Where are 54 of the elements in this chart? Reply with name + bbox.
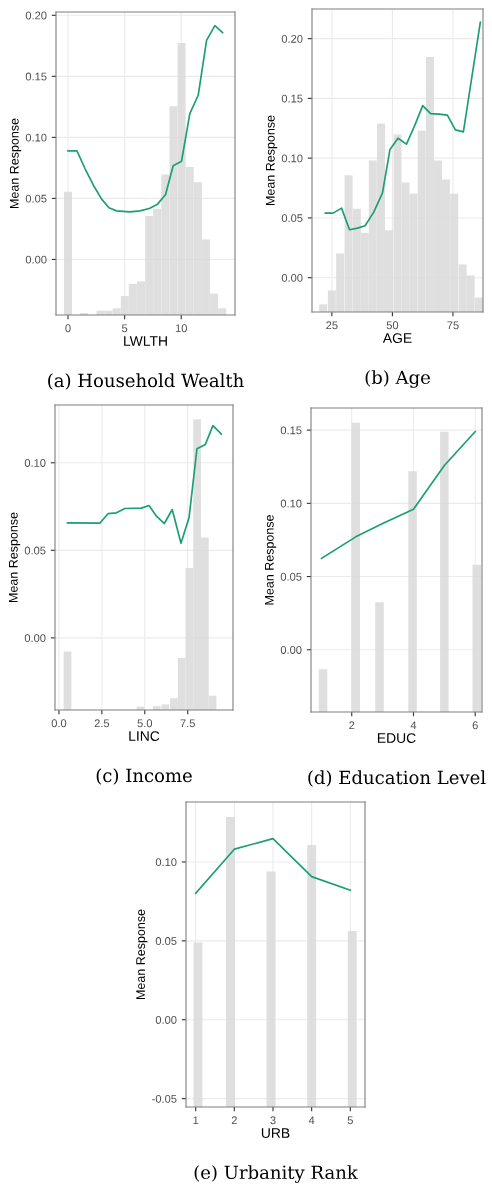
x-tick-label: 1 bbox=[193, 1116, 199, 1125]
y-tick-label: 0.20 bbox=[25, 11, 47, 20]
y-tick-label: 0.15 bbox=[281, 94, 303, 103]
x-tick-label: 0.0 bbox=[51, 719, 67, 728]
x-tick-label: 5.0 bbox=[137, 719, 153, 728]
y-axis-title: Mean Response bbox=[136, 909, 148, 999]
x-tick-label: 5 bbox=[347, 1116, 353, 1125]
x-tick-label: 5 bbox=[121, 324, 128, 333]
y-axis-title: Mean Response bbox=[264, 515, 277, 605]
y-tick-label: 0.00 bbox=[25, 255, 47, 264]
y-tick-label: 0.10 bbox=[281, 154, 303, 163]
x-tick-label: 50 bbox=[386, 321, 399, 330]
y-tick-label: 0.15 bbox=[25, 72, 47, 81]
y-tick-label: -0.05 bbox=[152, 1094, 177, 1103]
y-tick-label: 0.10 bbox=[25, 133, 47, 142]
y-tick-label: 0.10 bbox=[155, 858, 177, 867]
x-tick-label: 3 bbox=[270, 1116, 276, 1125]
x-tick-label: 2.5 bbox=[94, 719, 110, 728]
x-tick-label: 25 bbox=[326, 321, 338, 330]
text: (a) Household Wealth bbox=[48, 373, 244, 390]
y-tick-label: 0.15 bbox=[280, 426, 302, 435]
x-axis-title: URB bbox=[261, 1128, 290, 1138]
text: (d) Education Level bbox=[308, 770, 486, 787]
x-tick-label: 2 bbox=[231, 1116, 237, 1125]
x-axis-title: LWLTH bbox=[124, 336, 167, 346]
x-tick-label: 10 bbox=[175, 324, 187, 333]
x-axis-title: AGE bbox=[382, 333, 412, 343]
y-tick-label: 0.05 bbox=[25, 194, 47, 203]
y-tick-label: 0.10 bbox=[280, 499, 302, 508]
text: (c) Income bbox=[96, 768, 192, 785]
x-tick-label: 2 bbox=[349, 721, 355, 730]
y-tick-label: 0.05 bbox=[24, 546, 46, 555]
text: (e) Urbanity Rank bbox=[194, 1165, 358, 1183]
y-axis-title: Mean Response bbox=[8, 512, 21, 602]
x-axis-title: EDUC bbox=[377, 733, 416, 743]
x-tick-label: 4 bbox=[410, 721, 417, 730]
y-tick-label: 0.00 bbox=[281, 273, 303, 282]
y-tick-label: 0.05 bbox=[281, 214, 303, 223]
y-tick-label: 0.00 bbox=[155, 1016, 177, 1024]
y-tick-label: 0.05 bbox=[280, 572, 302, 581]
text: (b) Age bbox=[365, 370, 430, 388]
x-axis-title: LINC bbox=[129, 731, 160, 741]
y-tick-label: 0.00 bbox=[280, 646, 302, 654]
x-tick-label: 7.5 bbox=[180, 719, 195, 728]
x-tick-label: 75 bbox=[447, 321, 459, 330]
y-tick-label: 0.00 bbox=[24, 634, 46, 642]
x-tick-label: 4 bbox=[308, 1116, 315, 1125]
x-tick-label: 0 bbox=[65, 324, 71, 333]
x-tick-label: 6 bbox=[472, 721, 478, 730]
y-tick-label: 0.20 bbox=[281, 34, 303, 43]
y-tick-label: 0.05 bbox=[155, 937, 177, 945]
y-tick-label: 0.10 bbox=[24, 459, 46, 467]
y-axis-title: Mean Response bbox=[265, 115, 278, 205]
y-axis-title: Mean Response bbox=[9, 118, 22, 208]
